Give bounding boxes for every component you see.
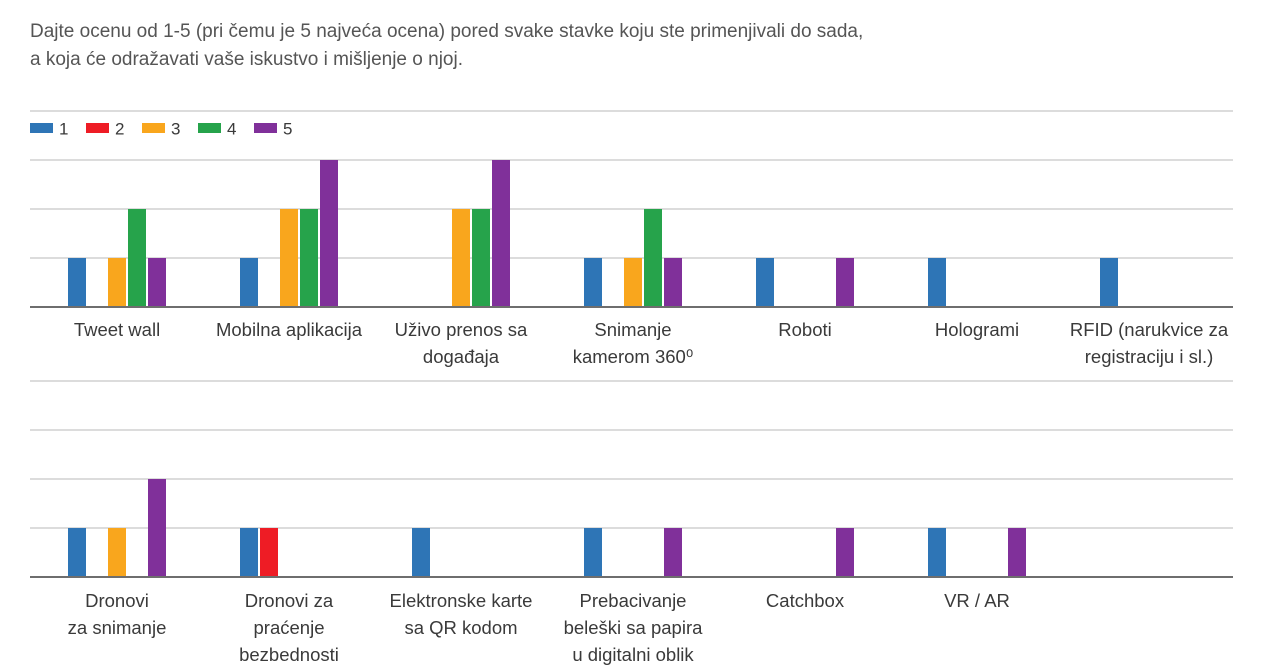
legend-label: 3 — [171, 120, 180, 139]
category-label: Prebacivanje — [580, 590, 687, 611]
bar — [260, 528, 278, 577]
legend-swatch — [30, 123, 53, 133]
category-label: Hologrami — [935, 319, 1019, 340]
bar — [148, 258, 166, 307]
bar — [624, 258, 642, 307]
chart-title-line-2: a koja će odražavati vaše iskustvo i miš… — [30, 49, 463, 70]
category-label: Uživo prenos sa — [395, 319, 528, 340]
bar — [584, 258, 602, 307]
category-label: Roboti — [778, 319, 831, 340]
bar — [584, 528, 602, 577]
chart-title: Dajte ocenu od 1-5 (pri čemu je 5 najveć… — [30, 18, 863, 74]
bar — [492, 160, 510, 307]
bar — [108, 528, 126, 577]
category-label: VR / AR — [944, 590, 1010, 611]
category-label: Catchbox — [766, 590, 845, 611]
bar — [664, 528, 682, 577]
category-label: Elektronske karte — [390, 590, 533, 611]
bar — [68, 258, 86, 307]
bar — [240, 528, 258, 577]
bar — [836, 528, 854, 577]
bar — [664, 258, 682, 307]
category-label: praćenje — [254, 617, 325, 638]
category-label: za snimanje — [68, 617, 167, 638]
category-label: Dronovi za — [245, 590, 334, 611]
bar — [320, 160, 338, 307]
bar — [1100, 258, 1118, 307]
bar — [836, 258, 854, 307]
category-label: RFID (narukvice za — [1070, 319, 1229, 340]
legend-label: 1 — [59, 120, 68, 139]
category-label: registraciju i sl.) — [1085, 346, 1214, 367]
legend-swatch — [86, 123, 109, 133]
bar — [240, 258, 258, 307]
bar — [300, 209, 318, 307]
category-label: u digitalni oblik — [572, 644, 694, 665]
bar — [452, 209, 470, 307]
bar — [928, 258, 946, 307]
bar — [128, 209, 146, 307]
bar — [68, 528, 86, 577]
category-label: sa QR kodom — [404, 617, 517, 638]
category-label: beleški sa papira — [564, 617, 704, 638]
bar — [472, 209, 490, 307]
legend-label: 4 — [227, 120, 236, 139]
category-label: Dronovi — [85, 590, 149, 611]
bar — [756, 258, 774, 307]
legend: 1 2 3 4 5 — [30, 120, 292, 139]
bar — [148, 479, 166, 577]
chart-top: Tweet wall Mobilna aplikacija Uživo prenos… — [30, 110, 1233, 367]
legend-label: 2 — [115, 120, 124, 139]
legend-swatch — [198, 123, 221, 133]
category-label: Snimanje — [594, 319, 671, 340]
bar — [1008, 528, 1026, 577]
category-label: bezbednosti — [239, 644, 339, 665]
chart-bottom: Dronovi za snimanje Dronovi za praćenje bezb… — [30, 380, 1233, 665]
category-label: Tweet wall — [74, 319, 160, 340]
bar — [644, 209, 662, 307]
bar — [928, 528, 946, 577]
category-label: kamerom 360⁰ — [573, 346, 694, 367]
bar — [280, 209, 298, 307]
chart-title-line-1: Dajte ocenu od 1-5 (pri čemu je 5 najveć… — [30, 21, 864, 42]
bar — [108, 258, 126, 307]
category-label: Mobilna aplikacija — [216, 319, 363, 340]
legend-swatch — [254, 123, 277, 133]
category-label: događaja — [423, 346, 500, 367]
bar — [412, 528, 430, 577]
legend-swatch — [142, 123, 165, 133]
legend-label: 5 — [283, 120, 292, 139]
